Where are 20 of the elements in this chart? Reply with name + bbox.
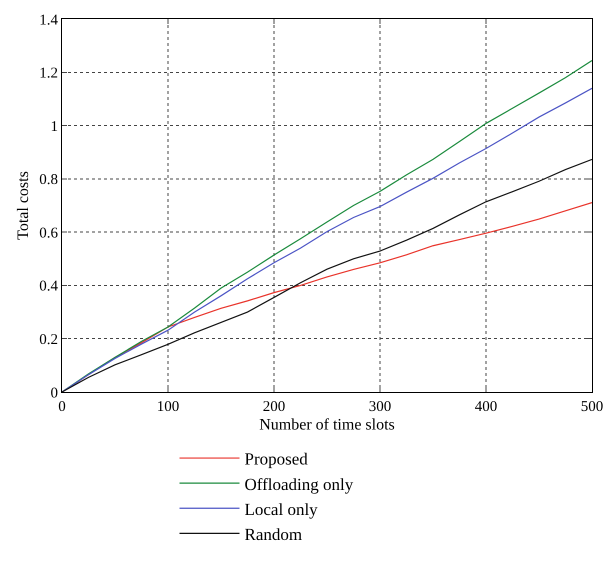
x-tick-label: 500 bbox=[580, 399, 604, 415]
y-axis-title: Total costs bbox=[15, 171, 32, 240]
y-tick-label: 1.4 bbox=[39, 12, 58, 28]
y-tick-label: 0.6 bbox=[39, 225, 58, 242]
x-tick-label: 200 bbox=[262, 399, 286, 415]
legend-label: Proposed bbox=[244, 450, 308, 469]
legend-label: Random bbox=[244, 524, 302, 544]
x-tick-label: 300 bbox=[368, 399, 392, 415]
y-tick-label: 0 bbox=[50, 385, 58, 402]
y-tick-label: 1 bbox=[50, 118, 58, 135]
y-tick-label: 0.4 bbox=[39, 278, 58, 295]
line-series bbox=[62, 158, 592, 392]
y-tick-label: 0.8 bbox=[39, 172, 58, 188]
legend-label: Offloading only bbox=[244, 474, 354, 494]
y-tick-label: 1.2 bbox=[39, 66, 58, 82]
x-axis-title: Number of time slots bbox=[259, 416, 395, 434]
legend-label: Local only bbox=[244, 500, 318, 519]
y-tick-label: 0.2 bbox=[39, 332, 58, 348]
x-tick-label: 400 bbox=[474, 399, 498, 415]
x-tick-label: 100 bbox=[156, 399, 180, 415]
